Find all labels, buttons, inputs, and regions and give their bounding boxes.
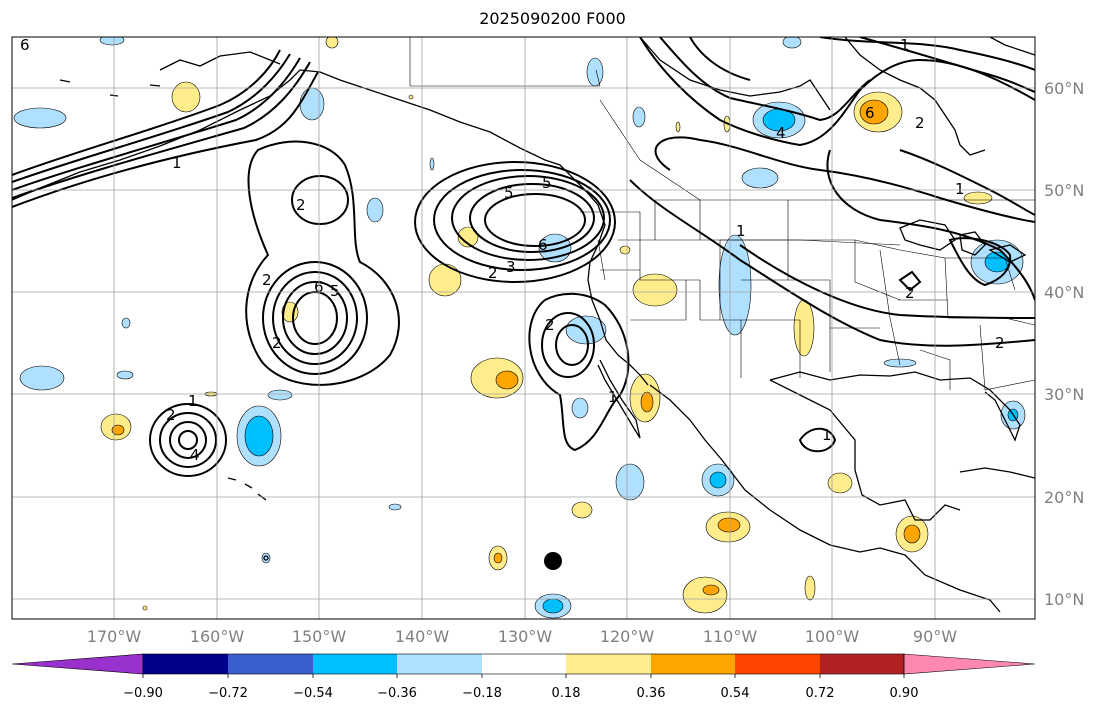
lon-label: 90°W: [913, 627, 957, 646]
height-contours: [12, 37, 1035, 477]
lon-label: 130°W: [498, 627, 553, 646]
lon-label: 150°W: [292, 627, 347, 646]
colorbar-tick-label: −0.90: [123, 686, 163, 701]
colorbar-tick-label: 0.54: [721, 686, 750, 701]
colorbar-tick-label: 0.18: [552, 686, 581, 701]
lon-label: 140°W: [395, 627, 450, 646]
contour-label: 5: [504, 184, 514, 202]
contour-label: 2: [545, 316, 555, 334]
contour-label: 5: [542, 174, 552, 192]
contour-labels: 6 1 2 2 6 5 2 5 2 3 6 2 1 4 1 2 5 2 4 1 …: [20, 36, 1005, 464]
contour-label: 1: [608, 388, 618, 406]
colorbar-segment: [313, 654, 397, 674]
lat-label: 20°N: [1044, 488, 1084, 507]
lon-label: 110°W: [703, 627, 758, 646]
contour-label: 1: [822, 426, 832, 444]
colorbar-tick-label: 0.72: [806, 686, 835, 701]
colorbar-segment: [903, 653, 1036, 675]
contour-label: 2: [166, 406, 176, 424]
map-title: 2025090200 F000: [479, 9, 626, 28]
colorbar-tick-label: −0.54: [293, 686, 333, 701]
colorbar-segment: [651, 654, 735, 674]
colorbar-tick-label: −0.36: [377, 686, 417, 701]
colorbar: [11, 653, 1036, 678]
colorbar-segment: [735, 654, 820, 674]
lat-label: 30°N: [1044, 385, 1084, 404]
contour-label: 1: [900, 36, 910, 54]
colorbar-tick-label: 0.36: [637, 686, 666, 701]
graticule: [12, 37, 1035, 619]
contour-label: 4: [776, 124, 786, 142]
contour-label: 2: [272, 334, 282, 352]
colorbar-segment: [397, 654, 482, 674]
lon-label: 160°W: [190, 627, 245, 646]
contour-label: 6: [538, 236, 548, 254]
contour-label: 1: [188, 392, 198, 410]
colorbar-segment: [482, 654, 566, 674]
shaded-anomalies: [13, 37, 1026, 619]
colorbar-segment: [820, 654, 904, 674]
contour-label: 6: [20, 36, 30, 54]
contour-label: 4: [190, 446, 200, 464]
contour-label: 2: [262, 271, 272, 289]
colorbar-segment: [143, 654, 228, 674]
colorbar-tick-label: 0.90: [890, 686, 919, 701]
political-borders: [409, 37, 1035, 391]
lon-label: 120°W: [600, 627, 655, 646]
contour-label: 2: [905, 284, 915, 302]
storm-center-dot: [544, 552, 562, 570]
lon-label: 170°W: [87, 627, 142, 646]
lat-label: 40°N: [1044, 283, 1084, 302]
lat-label: 60°N: [1044, 79, 1084, 98]
coastlines: [12, 37, 1035, 613]
contour-label: 2: [296, 196, 306, 214]
contour-label: 1: [736, 222, 746, 240]
contour-label: 2: [995, 334, 1005, 352]
contour-label: 5: [330, 282, 340, 300]
latitude-labels: 60°N 50°N 40°N 30°N 20°N 10°N: [1044, 79, 1084, 609]
colorbar-frame: [142, 653, 905, 675]
longitude-labels: 170°W 160°W 150°W 140°W 130°W 120°W 110°…: [87, 627, 957, 646]
contour-label: 2: [488, 264, 498, 282]
contour-label: 1: [955, 180, 965, 198]
contour-label: 2: [915, 114, 925, 132]
colorbar-tick-label: −0.72: [208, 686, 248, 701]
contour-label: 6: [865, 104, 875, 122]
colorbar-segment: [566, 654, 651, 674]
colorbar-tick-label: −0.18: [462, 686, 502, 701]
lat-label: 50°N: [1044, 181, 1084, 200]
colorbar-segment: [228, 654, 313, 674]
colorbar-ticks: −0.90 −0.72 −0.54 −0.36 −0.18 0.18 0.36 …: [123, 686, 918, 701]
colorbar-segment: [11, 653, 144, 675]
contour-label: 3: [506, 258, 516, 276]
contour-label: 1: [172, 154, 182, 172]
lat-label: 10°N: [1044, 590, 1084, 609]
lon-label: 100°W: [805, 627, 860, 646]
